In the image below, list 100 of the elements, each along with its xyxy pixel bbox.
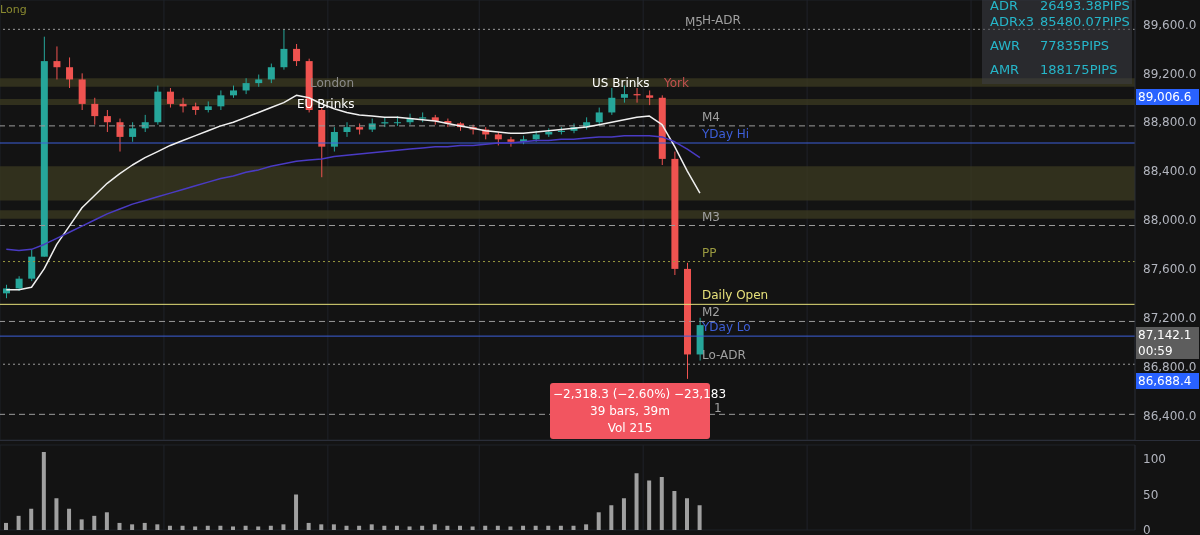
bar	[180, 525, 185, 530]
ref-line-label: M2	[702, 305, 720, 320]
candlestick	[116, 118, 124, 153]
bar	[306, 522, 311, 530]
candlestick	[53, 45, 61, 80]
y-tick-label: 88,000.0	[1143, 213, 1197, 228]
candlestick	[267, 63, 275, 84]
bar	[420, 525, 425, 530]
y-tick-label: 87,600.0	[1143, 262, 1197, 277]
ref-line-label: YDay Hi	[701, 127, 750, 141]
candlestick	[217, 89, 225, 111]
candlestick	[166, 87, 174, 109]
y-tick-label: 87,200.0	[1143, 311, 1197, 326]
bar	[697, 505, 702, 530]
annotation: York	[664, 75, 689, 91]
bar	[533, 525, 538, 530]
bar	[470, 526, 475, 530]
bar	[319, 524, 324, 530]
bar	[41, 452, 46, 530]
bar	[659, 476, 664, 530]
bar	[483, 525, 488, 530]
bar	[205, 525, 210, 530]
bar	[281, 524, 286, 530]
annotation: US Brinks	[592, 75, 650, 91]
candlestick	[66, 56, 74, 89]
bar	[79, 519, 84, 530]
bar	[558, 525, 563, 530]
y-tick-label: 0	[1143, 523, 1151, 535]
y-tick-label: 88,800.0	[1143, 115, 1197, 130]
bar	[584, 524, 589, 530]
ref-line-label: YDay Lo	[701, 320, 751, 335]
candlestick	[343, 121, 351, 138]
bar	[117, 522, 122, 530]
ref-line-label: M3	[702, 209, 720, 224]
bar	[193, 526, 198, 530]
bar	[92, 515, 97, 530]
candlestick	[280, 28, 288, 71]
bar	[634, 473, 639, 530]
bar	[546, 525, 551, 530]
candlestick	[129, 121, 137, 143]
bar	[268, 525, 273, 530]
y-tick-label: 86,400.0	[1143, 408, 1197, 423]
y-tick-label: 88,400.0	[1143, 164, 1197, 179]
bar	[331, 524, 336, 530]
annotation: 1	[714, 400, 722, 416]
annotation: ADRx3	[990, 14, 1034, 30]
annotation: AMR	[990, 62, 1020, 78]
bar	[16, 515, 21, 530]
annotation: M5	[685, 14, 703, 30]
text: 89,006.6	[1136, 89, 1199, 105]
bar	[382, 525, 387, 530]
bar	[495, 525, 500, 530]
y-tick-label: 86,800.0	[1143, 359, 1197, 374]
bar	[432, 524, 437, 530]
bar	[29, 508, 34, 530]
text: 87,142.1	[1136, 327, 1199, 343]
ref-line-label: Daily Open	[702, 288, 769, 303]
text: 86,688.4	[1136, 373, 1199, 389]
ref-line-label: PP	[702, 245, 717, 260]
bar	[243, 525, 248, 530]
bar	[344, 525, 349, 530]
ref-line-label: Lo-ADR	[702, 348, 746, 363]
annotation: AWR	[990, 38, 1021, 54]
bar	[369, 524, 374, 530]
bar	[609, 505, 614, 530]
y-tick-label: 100	[1143, 452, 1166, 467]
bar	[155, 524, 160, 530]
annotation: 77835PIPS	[1040, 38, 1110, 54]
candlestick	[507, 136, 515, 148]
bar	[54, 498, 59, 530]
bar	[685, 498, 689, 530]
bar	[142, 522, 147, 530]
bar	[231, 526, 235, 530]
bar	[458, 525, 462, 530]
bar	[596, 512, 601, 530]
bar	[167, 525, 172, 530]
bar	[647, 480, 652, 530]
candlestick	[28, 248, 36, 282]
bar	[508, 526, 513, 530]
y-tick-label: 89,600.0	[1143, 17, 1197, 32]
bar	[104, 512, 109, 530]
candlestick	[91, 97, 99, 126]
bar	[256, 526, 261, 530]
bar	[621, 498, 626, 530]
annotation: 85480.07PIPS	[1040, 14, 1130, 30]
bar	[130, 524, 135, 530]
candlestick	[293, 43, 301, 67]
y-tick-label: 50	[1143, 487, 1159, 502]
candlestick	[242, 77, 250, 95]
annotation: 39 bars, 39m	[589, 403, 671, 419]
bar	[445, 525, 450, 530]
bar	[394, 525, 399, 530]
y-tick-label: 89,200.0	[1143, 66, 1197, 81]
bar	[407, 526, 412, 530]
text: 00:59	[1136, 343, 1199, 359]
annotation: 188175PIPS	[1040, 62, 1118, 78]
ref-line-label: H-ADR	[702, 13, 741, 28]
bar	[294, 494, 299, 530]
bar	[4, 522, 8, 530]
bar	[357, 525, 362, 530]
